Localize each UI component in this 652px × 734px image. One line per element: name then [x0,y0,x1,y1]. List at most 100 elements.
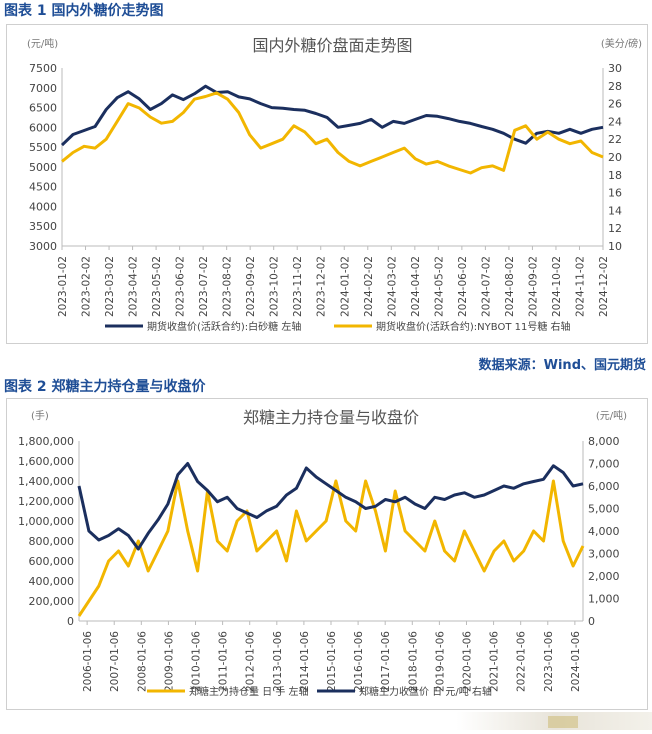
fig1-chart-title: 国内外糖价盘面走势图 [252,36,412,55]
fig1-x-tick-label: 2024-11-02 [574,256,586,317]
fig2-left-unit: (手) [31,409,49,422]
fig2-x-tick-label: 2013-01-06 [272,631,284,692]
fig2-right-tick-label: 1,000 [588,593,620,606]
fig1-series-2-line [61,91,604,175]
fig1-left-tick-label: 6000 [29,121,57,134]
fig2-x-tick-label: 2015-01-06 [326,631,338,692]
fig2-chart-title: 郑糖主力持仓量与收盘价 [243,408,419,427]
fig2-left-tick-label: 1,000,000 [18,515,74,528]
fig2-right-unit: (元/吨) [596,409,627,422]
fig1-x-tick-label: 2024-04-02 [410,256,422,317]
fig2-left-tick-label: 1,800,000 [18,435,74,448]
fig1-legend-label-1: 期货收盘价(活跃合约):白砂糖 左轴 [147,320,301,333]
fig2-legend-label-2: 郑糖主力收盘价 日 元/吨 右轴 [359,685,492,698]
fig2-x-tick-label: 2024-01-06 [570,631,582,692]
fig1-x-tick-label: 2024-03-02 [386,256,398,317]
fig2-x-tick-label: 2008-01-06 [136,631,148,692]
fig1-left-tick-label: 5000 [29,161,57,174]
open-interest-chart: 郑糖主力持仓量与收盘价 (手) (元/吨) 0 200,000 400,000 600,00… [18,408,627,698]
figure1-heading: 图表 1 国内外糖价走势图 [4,3,164,19]
fig2-legend-label-1: 郑糖主力持仓量 日 手 左轴 [189,685,309,698]
fig1-x-tick-label: 2024-06-02 [457,256,469,317]
fig1-x-tick-label: 2024-01-02 [339,256,351,317]
fig2-x-tick-label: 2020-01-06 [461,631,473,692]
fig2-x-tick-label: 2017-01-06 [380,631,392,692]
fig2-x-tick-label: 2007-01-06 [109,631,121,692]
fig1-right-unit: (美分/磅) [601,37,642,50]
fig1-right-tick-label: 18 [608,169,622,182]
fig2-left-tick-label: 800,000 [29,535,75,548]
fig1-left-tick-label: 4500 [29,181,57,194]
fig2-x-tick-label: 2011-01-06 [218,631,230,692]
fig1-left-tick-label: 5500 [29,141,57,154]
fig2-left-tick-label: 1,600,000 [18,455,74,468]
fig2-right-tick-label: 5,000 [588,503,620,516]
data-source-note: 数据来源：Wind、国元期货 [478,358,646,373]
fig1-right-tick-label: 12 [608,222,622,235]
fig1-x-tick-label: 2023-07-02 [198,256,210,317]
fig2-x-tick-label: 2018-01-06 [407,631,419,692]
figure1-chart-box: 国内外糖价盘面走势图 (元/吨) (美分/磅) 3000 3500 4000 4500 500… [6,24,648,344]
fig1-x-tick-label: 2024-07-02 [480,256,492,317]
fig2-right-tick-label: 4,000 [588,525,620,538]
fig2-right-tick-label: 7,000 [588,458,620,471]
fig1-left-unit: (元/吨) [27,37,58,50]
fig1-x-tick-label: 2023-08-02 [222,256,234,317]
fig1-x-tick-label: 2023-03-02 [104,256,116,317]
fig2-x-tick-label: 2012-01-06 [245,631,257,692]
fig1-right-tick-label: 26 [608,98,622,111]
fig1-x-tick-label: 2023-12-02 [316,256,328,317]
fig1-x-tick-label: 2023-11-02 [292,256,304,317]
fig2-x-tick-label: 2022-01-06 [516,631,528,692]
fig2-series-2-line [77,462,584,551]
fig1-right-tick-label: 22 [608,133,622,146]
fig2-series-1-line [77,479,585,617]
fig1-x-tick-label: 2023-06-02 [175,256,187,317]
fig1-x-tick-label: 2024-12-02 [598,256,610,317]
fig1-right-tick-label: 28 [608,80,622,93]
fig2-left-tick-label: 200,000 [29,595,75,608]
fig1-x-tick-label: 2023-09-02 [245,256,257,317]
sugar-price-chart: 国内外糖价盘面走势图 (元/吨) (美分/磅) 3000 3500 4000 4500 500… [27,36,642,333]
fig1-series-1-line [60,84,604,147]
fig1-right-tick-label: 14 [608,204,622,217]
fig1-legend-label-2: 期货收盘价(活跃合约):NYBOT 11号糖 右轴 [376,320,571,333]
fig1-left-tick-label: 3500 [29,220,57,233]
figure2-heading: 图表 2 郑糖主力持仓量与收盘价 [4,379,206,395]
fig1-right-tick-label: 20 [608,151,622,164]
fig2-left-tick-label: 0 [67,615,74,628]
fig2-x-tick-label: 2009-01-06 [163,631,175,692]
fig1-right-tick-label: 24 [608,115,622,128]
fig1-right-tick-label: 30 [608,62,622,75]
fig1-x-tick-label: 2023-04-02 [128,256,140,317]
fig2-right-tick-label: 6,000 [588,480,620,493]
fig1-x-tick-label: 2024-10-02 [551,256,563,317]
fig2-right-tick-label: 3,000 [588,548,620,561]
figure2-chart-box: 郑糖主力持仓量与收盘价 (手) (元/吨) 0 200,000 400,000 600,00… [6,398,648,710]
fig2-left-tick-label: 400,000 [29,575,75,588]
fig2-left-tick-label: 1,400,000 [18,475,74,488]
fig2-left-tick-label: 600,000 [29,555,75,568]
watermark-image [548,716,578,728]
fig1-left-tick-label: 3000 [29,240,57,253]
fig1-x-tick-label: 2024-09-02 [527,256,539,317]
fig2-x-tick-label: 2014-01-06 [299,631,311,692]
fig1-x-tick-label: 2023-01-02 [57,256,69,317]
fig1-x-tick-label: 2023-10-02 [269,256,281,317]
fig1-left-tick-label: 7500 [29,62,57,75]
footer-strip [0,712,652,730]
fig2-x-tick-label: 2021-01-06 [489,631,501,692]
fig2-x-tick-label: 2010-01-06 [191,631,203,692]
fig2-x-tick-label: 2023-01-06 [543,631,555,692]
fig2-left-tick-label: 1,200,000 [18,495,74,508]
fig1-x-tick-label: 2024-02-02 [363,256,375,317]
fig2-x-tick-label: 2016-01-06 [353,631,365,692]
fig1-x-tick-label: 2023-05-02 [151,256,163,317]
fig1-left-tick-label: 6500 [29,102,57,115]
fig1-right-tick-label: 10 [608,240,622,253]
fig1-x-tick-label: 2023-02-02 [81,256,93,317]
fig2-x-tick-label: 2019-01-06 [434,631,446,692]
fig2-x-tick-label: 2006-01-06 [82,631,94,692]
fig1-right-tick-label: 16 [608,187,622,200]
fig2-right-tick-label: 8,000 [588,435,620,448]
